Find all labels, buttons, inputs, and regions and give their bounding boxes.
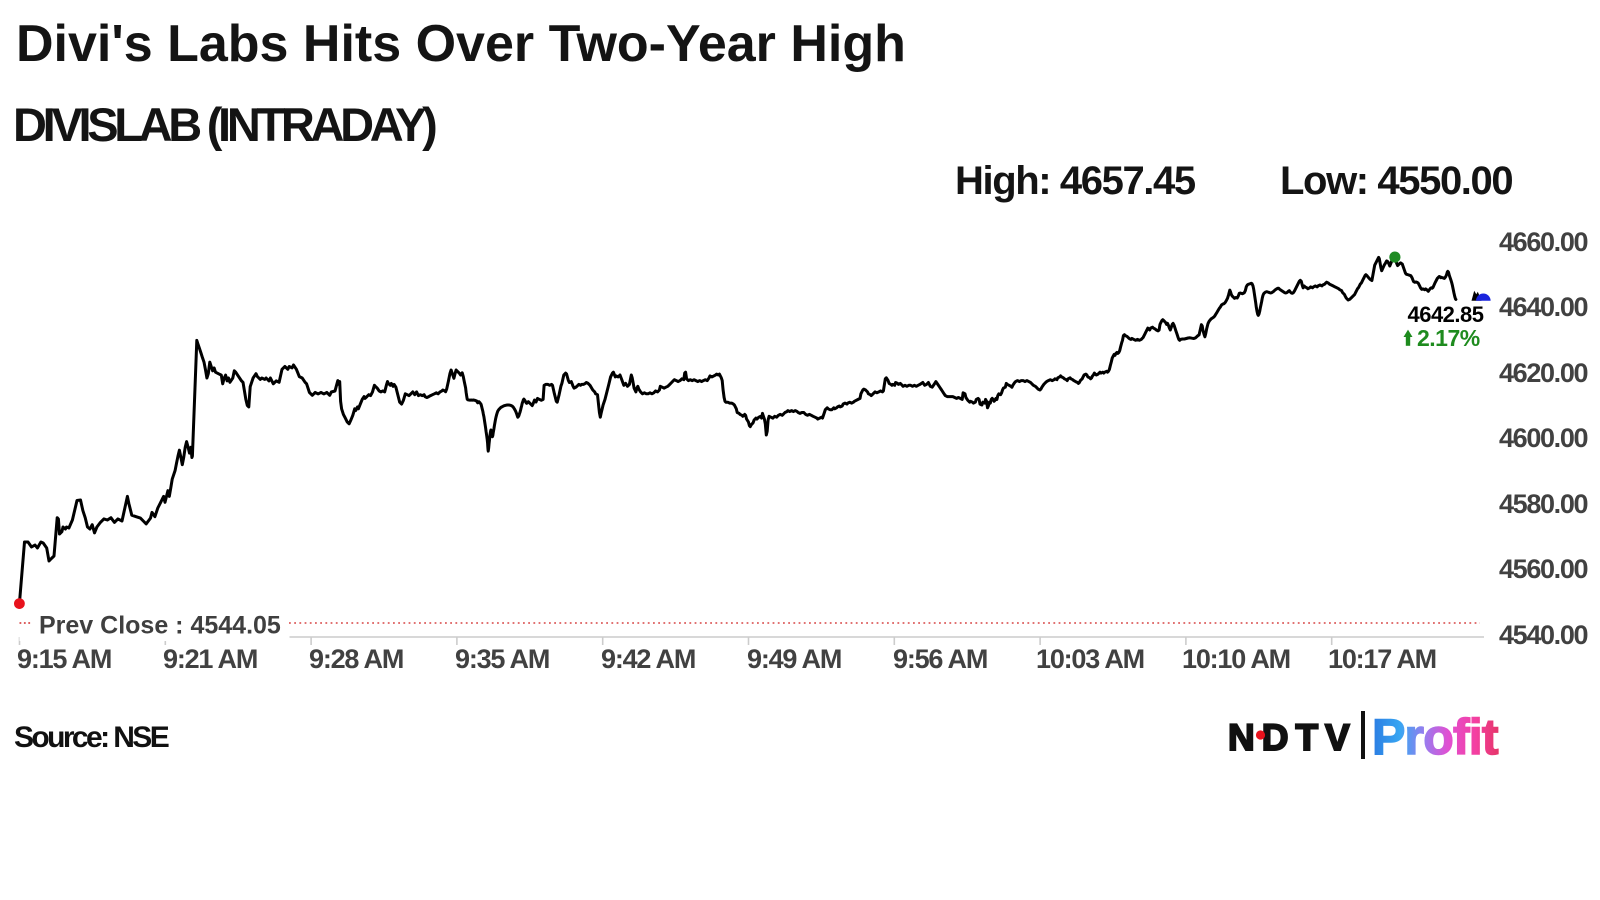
svg-text:Profit: Profit	[1372, 709, 1499, 765]
svg-text:2.17%: 2.17%	[1417, 325, 1480, 351]
svg-text:10:03 AM: 10:03 AM	[1036, 644, 1144, 674]
svg-text:4580.00: 4580.00	[1499, 489, 1587, 519]
svg-text:4642.85: 4642.85	[1407, 302, 1483, 327]
svg-text:Prev Close : 4544.05: Prev Close : 4544.05	[39, 612, 281, 640]
svg-text:4560.00: 4560.00	[1499, 554, 1587, 584]
svg-text:NDTV: NDTV	[1228, 717, 1357, 758]
svg-text:4540.00: 4540.00	[1499, 620, 1587, 650]
svg-text:9:21 AM: 9:21 AM	[163, 644, 257, 674]
svg-text:9:15 AM: 9:15 AM	[17, 644, 111, 674]
svg-text:9:35 AM: 9:35 AM	[455, 644, 549, 674]
svg-text:4660.00: 4660.00	[1499, 227, 1587, 257]
svg-text:9:28 AM: 9:28 AM	[309, 644, 403, 674]
svg-text:9:56 AM: 9:56 AM	[893, 644, 987, 674]
svg-text:9:49 AM: 9:49 AM	[747, 644, 841, 674]
svg-text:10:17 AM: 10:17 AM	[1328, 644, 1436, 674]
svg-text:10:10 AM: 10:10 AM	[1182, 644, 1290, 674]
svg-text:4600.00: 4600.00	[1499, 423, 1587, 453]
svg-text:4620.00: 4620.00	[1499, 358, 1587, 388]
svg-text:9:42 AM: 9:42 AM	[601, 644, 695, 674]
svg-text:4640.00: 4640.00	[1499, 292, 1587, 322]
